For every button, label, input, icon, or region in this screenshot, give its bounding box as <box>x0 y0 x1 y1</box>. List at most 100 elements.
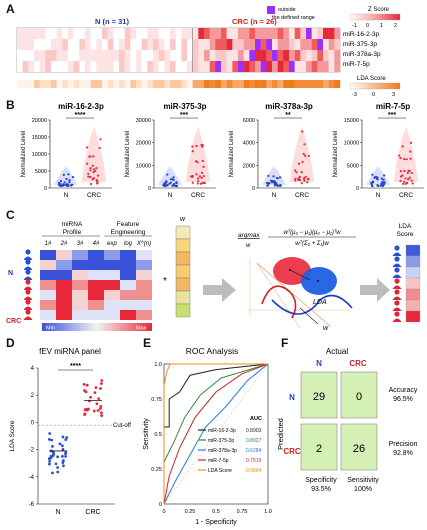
heatmap-cell <box>294 39 301 50</box>
dot-crc <box>301 160 304 164</box>
lda-cell <box>272 80 278 88</box>
roc-auc-header: AUC <box>250 416 262 422</box>
heatmap-cell <box>226 50 233 61</box>
w-cell <box>175 277 191 292</box>
schem-cell <box>40 300 56 310</box>
schem-cell <box>136 270 152 280</box>
heatmap-cell <box>102 39 108 50</box>
heatmap-cell <box>107 28 114 39</box>
lda-cell <box>45 80 52 88</box>
heatmap-cell <box>277 50 284 61</box>
dot-n <box>65 177 68 181</box>
heatmap-cell <box>113 50 120 61</box>
dot-n <box>268 182 271 185</box>
dot-crc <box>399 170 402 173</box>
heatmap-cell <box>79 61 86 72</box>
schem-cell <box>72 250 88 260</box>
dot-crc <box>405 158 408 161</box>
dot-crc <box>401 145 404 148</box>
heatmap-cell <box>34 61 40 72</box>
dot-crc <box>202 165 205 168</box>
boxplot-ytick: 20000 <box>32 118 47 124</box>
roc-xtick: 0.5 <box>212 509 220 515</box>
fev-dot-crc <box>92 409 96 413</box>
boxplot-ytick: 0 <box>252 186 255 192</box>
schem-cell <box>40 250 56 260</box>
roc-xtick: 1.0 <box>264 509 272 515</box>
zscore-tick: 0 <box>366 23 369 29</box>
dot-crc <box>411 182 414 185</box>
heatmap-cell <box>238 39 244 50</box>
heatmap-cell <box>136 50 142 61</box>
lda-cell <box>277 80 284 88</box>
schem-cell <box>56 310 72 320</box>
schem-cell <box>40 290 56 300</box>
heatmap-cell <box>215 39 222 50</box>
heatmap-cell <box>141 61 148 72</box>
dot-crc <box>399 175 403 178</box>
heatmap-cell <box>85 50 91 61</box>
heatmap-cell <box>113 28 120 39</box>
boxplot-miR-375-3p: miR-375-3p Normalized Level 0 10000 20000 300… <box>125 102 216 199</box>
panel-label-f: F <box>281 336 289 350</box>
heatmap-cell <box>136 61 142 72</box>
heatmap-cell <box>56 39 63 50</box>
heatmap-cell <box>300 39 307 50</box>
dot-n <box>380 182 383 185</box>
heatmap-cell <box>153 61 159 72</box>
boxplot-sig: *** <box>180 112 188 119</box>
dot-crc <box>200 176 203 179</box>
boxplot-ylabel: Normalized Level <box>21 131 27 177</box>
lda-score-strip <box>17 80 341 88</box>
cm-cell-value: 26 <box>353 443 365 455</box>
schem-cell <box>88 250 104 260</box>
heatmap-cell <box>323 50 329 61</box>
heatmap-cell <box>317 39 324 50</box>
dot-crc <box>403 180 406 183</box>
violin-crc <box>290 126 314 182</box>
heatmap-cell <box>113 39 120 50</box>
boxplot-ytick: 6000 <box>243 118 255 124</box>
heatmap-cell <box>209 50 216 61</box>
heatmap-cell <box>107 50 114 61</box>
cm-sensitivity: 100% <box>354 486 372 493</box>
dot-crc <box>300 182 303 185</box>
lda-cell <box>334 80 341 88</box>
roc-ytick: 0.5 <box>154 432 162 438</box>
dot-crc <box>196 182 199 185</box>
fev-dot-n <box>48 432 52 435</box>
roc-legend-auc: 0.6284 <box>246 448 262 454</box>
dot-crc <box>307 154 310 158</box>
schem-col-label: exp <box>107 241 117 247</box>
dot-n <box>172 176 175 179</box>
schem-cell <box>88 270 104 280</box>
fev-dot-crc <box>99 407 102 410</box>
dot-crc <box>408 169 411 173</box>
lda-cell <box>289 80 295 88</box>
profile-header-2: Profile <box>63 229 82 236</box>
heatmap-cell <box>294 61 301 72</box>
dot-crc <box>306 181 309 184</box>
heatmap-cell <box>243 39 250 50</box>
lda-cell <box>56 80 63 88</box>
heatmap-cell <box>175 50 182 61</box>
dot-n <box>166 173 169 176</box>
dot-crc <box>202 174 205 178</box>
dot-crc <box>195 173 198 176</box>
w-cell <box>175 303 191 318</box>
heatmap-cell <box>266 50 273 61</box>
heatmap-cell <box>238 61 244 72</box>
boxplot-panel: miR-16-2-3p Normalized Level 0 5000 10000 150… <box>21 102 424 199</box>
dot-n <box>166 183 169 187</box>
heatmap-cell <box>22 39 29 50</box>
violin-crc <box>394 126 418 182</box>
dot-n <box>266 184 269 187</box>
dot-n <box>175 182 178 185</box>
cm-col-crc: CRC <box>349 359 367 368</box>
heatmap-cell <box>34 50 40 61</box>
dot-crc <box>86 162 89 165</box>
fev-dot-crc <box>86 408 89 412</box>
heatmap-cell <box>51 61 57 72</box>
lda-cell <box>113 80 120 88</box>
feature-header: Feature <box>117 221 140 228</box>
